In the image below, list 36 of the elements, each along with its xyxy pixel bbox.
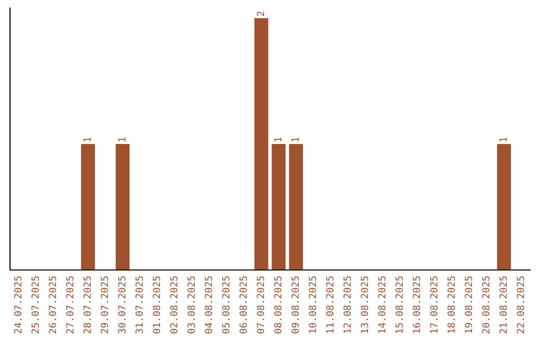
x-tick-label: 29.07.2025 — [100, 276, 108, 334]
data-label: 1 — [84, 137, 91, 142]
x-tick-label: 31.07.2025 — [135, 276, 143, 334]
x-tick-label: 02.08.2025 — [170, 276, 178, 334]
x-tick-label: 10.08.2025 — [308, 276, 316, 333]
x-tick-label: 14.08.2025 — [378, 276, 386, 333]
x-tick-label: 01.08.2025 — [152, 276, 160, 334]
x-tick-label: 04.08.2025 — [204, 276, 212, 334]
x-tick-label: 11.08.2025 — [326, 276, 334, 333]
x-tick-label: 16.08.2025 — [412, 276, 420, 333]
x-tick-label: 19.08.2025 — [464, 276, 472, 333]
x-tick-label: 13.08.2025 — [360, 276, 368, 333]
x-tick-label: 30.07.2025 — [118, 276, 126, 334]
x-tick-label: 20.08.2025 — [482, 276, 490, 334]
x-tick-label: 05.08.2025 — [222, 276, 230, 334]
x-tick-label: 28.07.2025 — [83, 276, 91, 334]
x-tick-label: 09.08.2025 — [291, 276, 299, 334]
data-label: 1 — [500, 137, 507, 142]
x-tick-label: 08.08.2025 — [274, 276, 282, 334]
x-tick-label: 03.08.2025 — [187, 276, 195, 334]
x-tick-label: 22.08.2025 — [516, 276, 524, 334]
x-tick-label: 25.07.2025 — [31, 276, 39, 334]
x-tick-label: 24.07.2025 — [14, 276, 22, 334]
x-tick-label: 18.08.2025 — [447, 276, 455, 333]
data-label: 1 — [118, 137, 126, 142]
x-tick-label: 06.08.2025 — [239, 276, 247, 334]
x-tick-label: 15.08.2025 — [395, 276, 403, 333]
data-label: 1 — [292, 137, 299, 142]
x-tick-label: 12.08.2025 — [343, 276, 351, 333]
data-label: 1 — [274, 137, 282, 142]
x-tick-label: 17.08.2025 — [430, 276, 438, 333]
x-tick-label: 07.08.2025 — [256, 276, 264, 334]
x-tick-label: 26.07.2025 — [48, 276, 56, 334]
x-tick-label: 27.07.2025 — [66, 276, 74, 334]
x-tick-label: 21.08.2025 — [499, 276, 507, 334]
data-label: 2 — [256, 12, 264, 16]
